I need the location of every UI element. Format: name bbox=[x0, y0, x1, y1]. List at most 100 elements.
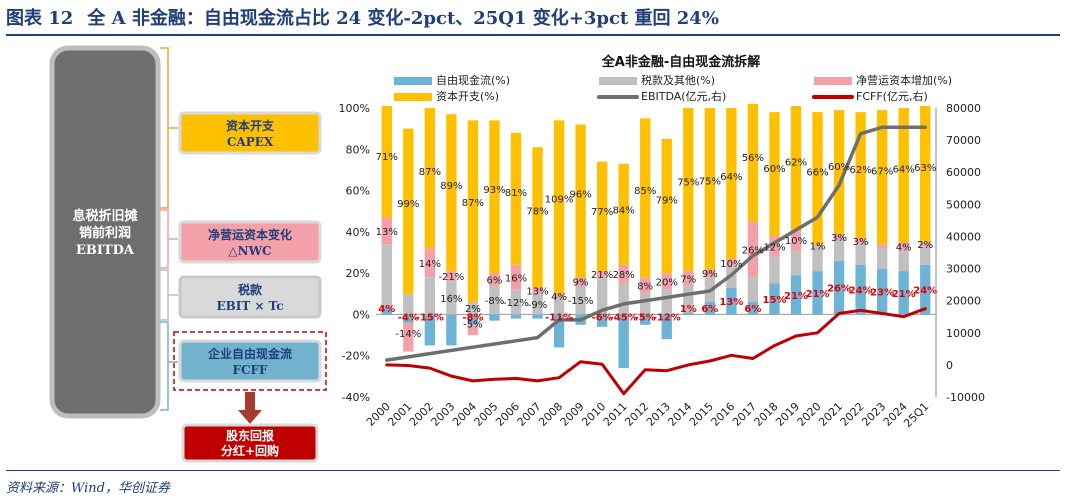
fcf-pct-label: -5% bbox=[635, 312, 656, 323]
bar-fcf-2023 bbox=[876, 269, 888, 315]
capex-pct-label: 71% bbox=[376, 152, 398, 163]
y-left-tick-label: 60% bbox=[346, 185, 370, 198]
bar-fcf-2018 bbox=[769, 283, 780, 315]
bar-cap-2001 bbox=[403, 128, 414, 294]
bar-nwc-2004 bbox=[467, 324, 479, 336]
tax-line-1: 税款 bbox=[238, 282, 263, 297]
bar-nwc-2008 bbox=[553, 293, 565, 298]
bar-cap-2009 bbox=[575, 124, 586, 278]
bar-cap-2002 bbox=[424, 108, 436, 249]
capex-pct-label: 60% bbox=[763, 164, 785, 175]
bar-nwc-2024 bbox=[898, 242, 909, 251]
bar-fcf-2001 bbox=[403, 314, 414, 323]
nwc-pct-label: 3% bbox=[831, 233, 847, 244]
fcf-pct-label: 15% bbox=[762, 295, 786, 306]
nwc-line-2: △NWC bbox=[228, 244, 271, 258]
x-tick-label: 2015 bbox=[687, 400, 716, 429]
figure-title: 图表 12 全 A 非金融：自由现金流占比 24 变化-2pct、25Q1 变化+… bbox=[6, 4, 719, 30]
footer-rule bbox=[6, 470, 1060, 471]
bar-cap-2014 bbox=[683, 108, 694, 272]
nwc-pct-label: 16% bbox=[505, 273, 527, 284]
legend-label-4: EBITDA(亿元,右) bbox=[641, 89, 726, 103]
fcff-diagram: 息税折旧摊 销前利润 EBITDA 资本开支 CAPEX 净营运资本变化 △NW… bbox=[49, 45, 327, 463]
y-right-tick-label: -10000 bbox=[946, 391, 985, 404]
y-right-tick-label: 80000 bbox=[946, 102, 981, 115]
y-left-tick-label: 20% bbox=[346, 267, 370, 280]
x-tick-label: 2008 bbox=[536, 400, 565, 429]
bar-tax-2022 bbox=[855, 244, 866, 265]
capex-line-1: 资本开支 bbox=[226, 118, 275, 133]
y-left-tick-label: 0% bbox=[353, 308, 370, 321]
fcf-pct-label: -15% bbox=[416, 312, 444, 323]
fcff-box bbox=[178, 339, 322, 383]
bar-nwc-2023 bbox=[876, 244, 888, 249]
bar-fcf-2006 bbox=[510, 314, 522, 319]
bar-tax-2009 bbox=[575, 285, 586, 315]
bar-tax-2010 bbox=[596, 277, 608, 315]
bar-fcf-2024 bbox=[898, 271, 909, 315]
bar-fcf-2021 bbox=[833, 260, 845, 315]
nwc-pct-label: 13% bbox=[376, 227, 398, 238]
y-left-tick-label: -20% bbox=[342, 350, 370, 363]
tax-pct-label: -15% bbox=[568, 296, 594, 307]
bar-tax-2019 bbox=[790, 250, 802, 276]
legend-label-0: 自由现金流(%) bbox=[436, 73, 510, 87]
figure-title-text: 全 A 非金融：自由现金流占比 24 变化-2pct、25Q1 变化+3pct … bbox=[87, 8, 719, 29]
bar-tax-2023 bbox=[876, 248, 888, 270]
bar-tax-2013 bbox=[661, 289, 672, 315]
bar-cap-2023 bbox=[876, 110, 888, 245]
bar-tax-2004 bbox=[467, 302, 479, 315]
y-left-tick-label: 100% bbox=[339, 102, 370, 115]
nwc-pct-label: 6% bbox=[487, 275, 503, 286]
bar-cap-2020 bbox=[812, 112, 823, 245]
nwc-pct-label: 14% bbox=[419, 259, 441, 270]
tax-line-2: EBIT × Tc bbox=[216, 299, 283, 313]
bar-cap-2018 bbox=[769, 112, 780, 236]
bar-nwc-2001 bbox=[403, 322, 414, 352]
fcf-pct-label: -6% bbox=[592, 312, 613, 323]
bar-nwc-2022 bbox=[855, 238, 866, 245]
legend-swatch-2 bbox=[814, 77, 852, 85]
legend-swatch-3 bbox=[394, 93, 432, 101]
x-tick-label: 2009 bbox=[558, 400, 587, 429]
y-right-tick-label: 10000 bbox=[946, 327, 981, 340]
x-tick-label: 2002 bbox=[407, 400, 436, 429]
bar-cap-2004 bbox=[467, 120, 479, 303]
capex-pct-label: 96% bbox=[569, 189, 591, 200]
x-tick-label: 2007 bbox=[515, 400, 544, 429]
nwc-pct-label: 7% bbox=[680, 274, 696, 285]
x-tick-label: 2020 bbox=[795, 400, 824, 429]
x-tick-label: 2019 bbox=[773, 400, 802, 429]
legend-swatch-0 bbox=[394, 77, 432, 85]
legend-label-5: FCFF(亿元,右) bbox=[856, 89, 928, 103]
bar-tax-2005 bbox=[489, 285, 500, 315]
nwc-pct-label: -5% bbox=[463, 320, 482, 331]
down-arrow-head bbox=[238, 410, 262, 424]
bar-fcf-2014 bbox=[683, 312, 694, 315]
bar-cap-2015 bbox=[704, 108, 716, 270]
bar-tax-2020 bbox=[812, 246, 823, 272]
capex-pct-label: 62% bbox=[785, 158, 807, 169]
capex-pct-label: 109% bbox=[545, 194, 574, 205]
capex-bracket bbox=[160, 47, 169, 209]
capex-box bbox=[178, 111, 322, 155]
tax-pct-label: -9% bbox=[528, 300, 547, 311]
nwc-pct-label: 21% bbox=[591, 270, 613, 281]
fcf-pct-label: -45% bbox=[610, 312, 638, 323]
bar-fcf-2005 bbox=[489, 314, 500, 321]
nwc-pct-label: 10% bbox=[720, 259, 742, 270]
fcff-dashed-frame bbox=[173, 331, 327, 391]
x-tick-label: 2003 bbox=[429, 400, 458, 429]
bar-fcf-2000 bbox=[381, 306, 392, 315]
bar-tax-2014 bbox=[683, 285, 694, 313]
bar-cap-2021 bbox=[833, 110, 845, 234]
x-tick-label: 2001 bbox=[385, 400, 414, 429]
ebitda-line-1: 息税折旧摊 bbox=[72, 208, 137, 224]
ebitda-line bbox=[385, 125, 927, 362]
nwc-box bbox=[178, 220, 322, 264]
bar-cap-2013 bbox=[661, 138, 672, 274]
bar-fcf-2020 bbox=[812, 271, 823, 315]
bar-nwc-2014 bbox=[683, 271, 694, 286]
ebitda-line-2: 销前利润 bbox=[79, 225, 131, 241]
